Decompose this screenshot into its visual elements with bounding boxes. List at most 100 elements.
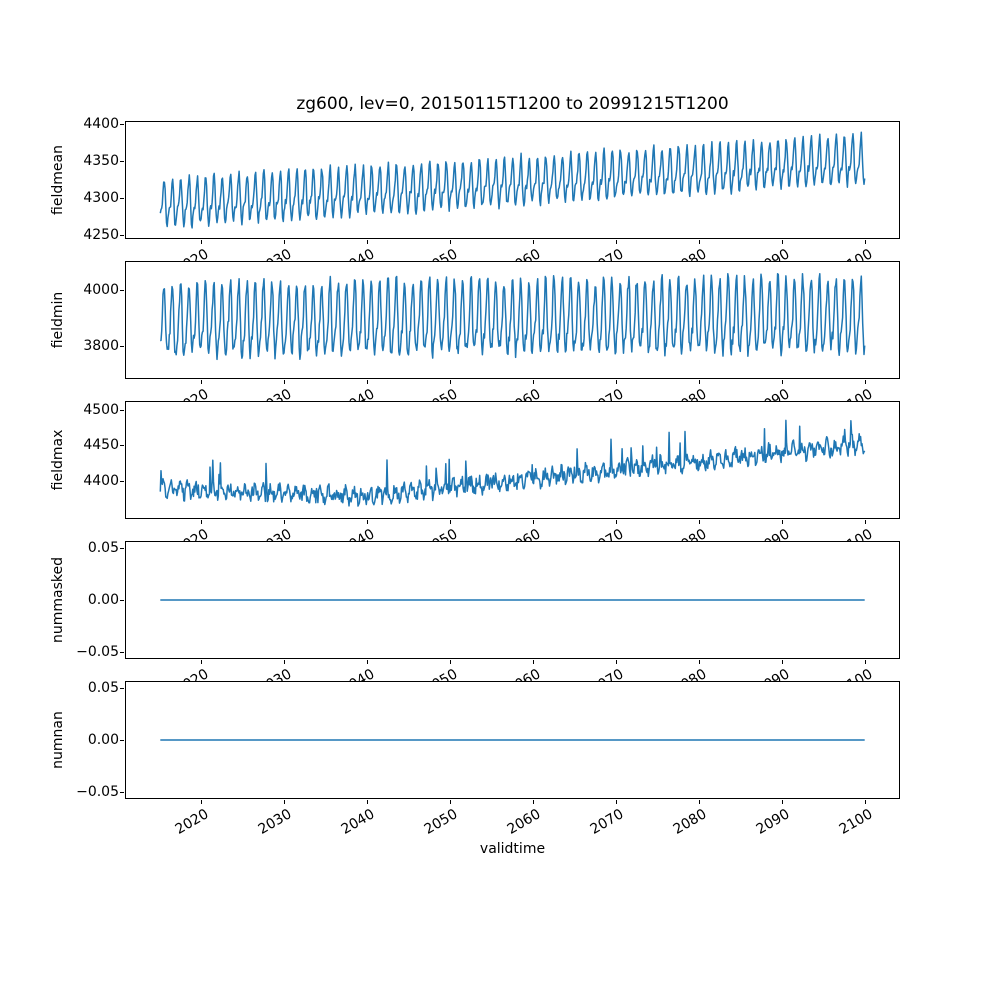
x-tick-mark [284,800,286,804]
series-polyline-fieldmean [159,131,866,229]
y-tick-label: 4250 [83,226,119,243]
x-tick-mark [367,520,369,524]
y-tick-label: 0.05 [87,680,119,697]
x-tick-label-clipped: 2100 [837,386,876,401]
y-tick-mark [120,740,124,741]
x-tick-label-clipped: 2030 [256,386,295,401]
x-tick-mark [865,800,867,804]
x-tick-mark [533,240,535,244]
series-line-fieldmax [159,419,866,507]
x-tick-label-clipped: 2070 [588,666,627,681]
y-tick-label: 4400 [83,116,119,132]
x-tick-label-clipped: 2020 [173,246,212,261]
y-tick-mark [120,197,124,199]
x-tick-mark [450,660,452,664]
y-tick-label: 4400 [83,473,119,490]
y-tick-label: 4450 [83,437,119,454]
x-tick-mark [865,660,867,664]
y-tick-mark [120,345,124,347]
x-tick-label-clipped: 2050 [422,666,461,681]
x-tick-mark [450,380,452,384]
series-polyline-fieldmin [159,272,866,361]
x-tick-mark [201,520,203,524]
x-tick-label-clipped: 2100 [837,526,876,541]
x-tick-label-clipped: 2040 [339,666,378,681]
y-tick-mark [120,791,124,793]
x-tick-label-clipped: 2020 [173,526,212,541]
x-tick-mark [367,380,369,384]
x-tick-mark [616,660,618,664]
x-tick-mark [699,660,701,664]
x-tick-mark [450,800,452,804]
series-line-fieldmin [159,272,866,361]
y-tick-label: −0.05 [76,783,119,800]
clipped-xtick-region: 2020 2030 2040 2050 2060 2070 2080 2090 2100 [0,380,1000,401]
x-tick-label-clipped: 2030 [256,666,295,681]
x-tick-mark [284,240,286,244]
x-tick-label-clipped: 2080 [671,246,710,261]
x-tick-mark [284,520,286,524]
x-tick-label: 2080 [670,806,710,838]
x-tick-mark [533,520,535,524]
x-tick-label-clipped: 2080 [671,386,710,401]
x-tick-label-clipped: 2030 [256,526,295,541]
x-tick-label-clipped: 2030 [256,246,295,261]
y-tick-mark [120,481,124,483]
x-tick-label: 2060 [504,806,544,838]
x-tick-label-clipped: 2080 [671,526,710,541]
x-tick-mark [201,240,203,244]
x-tick-label-clipped: 2020 [173,666,212,681]
x-tick-mark [616,800,618,804]
x-tick-mark [699,800,701,804]
x-tick-label-clipped: 2100 [837,246,876,261]
y-tick-label: 0.00 [87,732,119,748]
x-tick-label-clipped: 2090 [754,246,793,261]
x-tick-label-clipped: 2040 [339,246,378,261]
x-tick-mark [616,520,618,524]
y-tick-label: 4500 [83,401,119,418]
x-tick-label-clipped: 2070 [588,386,627,401]
x-tick-label: 2070 [587,806,627,838]
x-tick-label: 2050 [421,806,461,838]
x-tick-label-clipped: 2100 [837,666,876,681]
x-tick-mark [616,380,618,384]
y-tick-label: 4300 [83,189,119,206]
clipped-xtick-region: 2020 2030 2040 2050 2060 2070 2080 2090 2100 [0,240,1000,261]
chart-title: zg600, lev=0, 20150115T1200 to 20991215T… [296,94,729,114]
x-tick-mark [533,660,535,664]
x-tick-label-clipped: 2040 [339,386,378,401]
y-tick-mark [120,548,124,550]
x-tick-label-clipped: 2060 [505,666,544,681]
x-tick-mark [782,660,784,664]
x-tick-mark [533,380,535,384]
x-tick-mark [450,520,452,524]
subplot-frame-fieldmin [125,261,900,379]
x-tick-mark [367,660,369,664]
x-tick-label-clipped: 2060 [505,526,544,541]
x-tick-mark [782,380,784,384]
x-tick-label: 2030 [256,806,295,838]
y-tick-mark [120,688,124,690]
subplot-frame-fieldmax [125,401,900,519]
x-tick-mark [201,800,203,804]
subplot-frame-nummasked [125,541,900,659]
x-tick-label-clipped: 2060 [505,386,544,401]
x-tick-label-clipped: 2090 [754,386,793,401]
x-tick-mark [201,380,203,384]
x-tick-mark [533,800,535,804]
y-tick-mark [120,445,124,447]
x-tick-label-clipped: 2050 [422,526,461,541]
clipped-xtick-region: 2020 2030 2040 2050 2060 2070 2080 2090 2100 [0,660,1000,681]
series-line-fieldmean [159,131,866,229]
x-tick-label: 2100 [836,806,876,838]
series-polyline-fieldmax [159,419,866,507]
x-tick-mark [865,380,867,384]
x-axis-label: validtime [479,841,546,857]
x-tick-mark [284,660,286,664]
x-tick-label-clipped: 2080 [671,666,710,681]
x-tick-label-clipped: 2060 [505,246,544,261]
x-tick-label-clipped: 2090 [754,526,793,541]
x-tick-label-clipped: 2020 [173,386,212,401]
x-tick-label: 2040 [338,806,378,838]
x-tick-mark [699,240,701,244]
